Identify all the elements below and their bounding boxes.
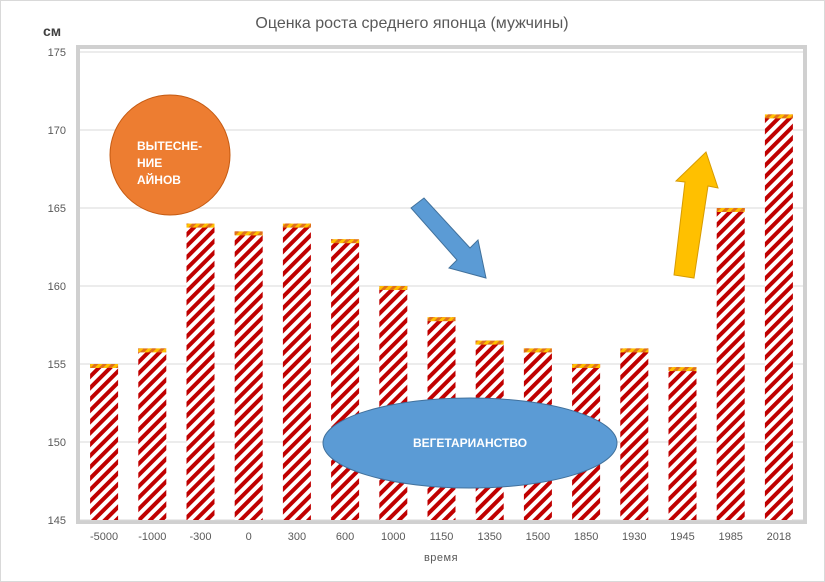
bar-cap — [572, 364, 601, 368]
bar — [234, 231, 263, 520]
bar-cap — [620, 348, 649, 353]
bar — [620, 348, 649, 520]
x-tick-label: 300 — [288, 531, 306, 543]
ainu-ellipse — [109, 94, 231, 216]
x-axis-ticks: -5000 -1000 -300 0 300 600 1000 1150 1350 1500 185… — [90, 531, 791, 543]
ainu-label-line-1: ВЫТЕСНЕ- — [137, 139, 202, 153]
x-axis-label: время — [424, 552, 458, 564]
y-axis-ticks: 145 150 155 160 165 170 175 — [48, 47, 66, 527]
bar-cap — [331, 239, 360, 244]
ainu-callout: ВЫТЕСНЕ- НИЕ АЙНОВ — [109, 94, 231, 216]
bar-cap — [716, 208, 745, 212]
bar-cap — [186, 223, 215, 228]
x-tick-label: 1500 — [526, 531, 550, 543]
x-tick-label: 1930 — [622, 531, 646, 543]
vegetarian-callout: ВЕГЕТАРИАНСТВО — [322, 397, 618, 489]
bar-cap — [138, 348, 167, 353]
bar-cap — [282, 223, 311, 228]
bar — [282, 223, 311, 520]
y-tick-label: 150 — [48, 437, 66, 449]
x-tick-label: -5000 — [90, 531, 118, 543]
bar-cap — [90, 364, 119, 368]
ainu-label-line-2: НИЕ — [137, 156, 162, 170]
up-arrow-icon — [673, 151, 719, 279]
plot-area-border — [76, 45, 807, 524]
vegetarian-label: ВЕГЕТАРИАНСТВО — [413, 436, 527, 450]
x-tick-label: 1985 — [718, 531, 742, 543]
x-tick-label: -300 — [189, 531, 211, 543]
x-tick-label: 1945 — [670, 531, 694, 543]
bar — [668, 367, 697, 520]
bar — [764, 114, 793, 521]
bar-cap — [234, 231, 263, 236]
ainu-label-line-3: АЙНОВ — [137, 172, 181, 187]
x-tick-label: 0 — [246, 531, 252, 543]
bar-cap — [379, 286, 408, 290]
bar-cap — [668, 367, 697, 372]
y-axis-unit: см — [43, 23, 61, 39]
bar-cap — [427, 317, 456, 322]
vegetarian-ellipse — [322, 397, 618, 489]
x-tick-label: 1850 — [574, 531, 598, 543]
y-tick-label: 170 — [48, 125, 66, 137]
bar-cap — [523, 348, 552, 353]
x-tick-label: 1150 — [430, 531, 454, 543]
y-tick-label: 160 — [48, 281, 66, 293]
bar — [716, 208, 745, 520]
x-tick-label: 1000 — [381, 531, 405, 543]
bar — [186, 223, 215, 520]
y-tick-label: 175 — [48, 47, 66, 59]
x-tick-label: 1350 — [477, 531, 501, 543]
down-arrow-icon — [410, 197, 487, 279]
x-tick-label: -1000 — [138, 531, 166, 543]
chart-title: Оценка роста среднего японца (мужчины) — [255, 15, 568, 32]
bar-cap — [475, 340, 504, 345]
x-tick-label: 2018 — [767, 531, 791, 543]
bar-cap — [764, 114, 793, 119]
bar — [90, 364, 119, 520]
bar — [331, 239, 360, 520]
y-tick-label: 165 — [48, 203, 66, 215]
x-tick-label: 600 — [336, 531, 354, 543]
y-tick-label: 155 — [48, 359, 66, 371]
bar — [138, 348, 167, 520]
y-tick-label: 145 — [48, 515, 66, 527]
